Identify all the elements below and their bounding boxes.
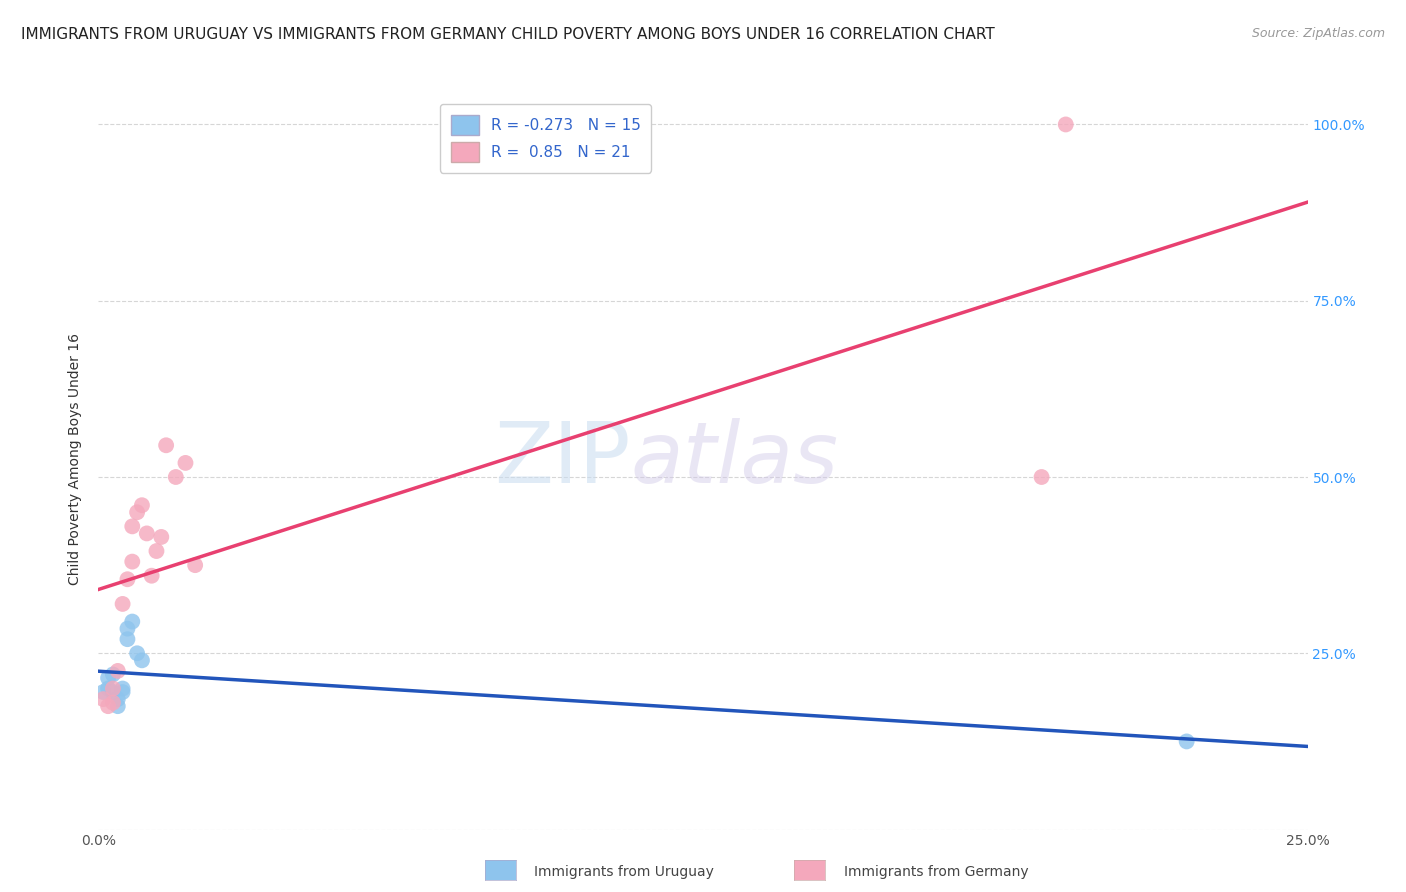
- Point: [97, 681, 120, 696]
- Point: [97, 671, 120, 685]
- Point: [135, 526, 157, 541]
- Point: [127, 505, 149, 519]
- Point: [121, 555, 143, 569]
- Point: [111, 597, 134, 611]
- Point: [121, 519, 143, 533]
- Point: [165, 470, 187, 484]
- Point: [101, 685, 124, 699]
- Point: [117, 622, 139, 636]
- Point: [117, 632, 139, 647]
- Point: [1031, 470, 1053, 484]
- Point: [131, 498, 153, 512]
- Point: [107, 699, 129, 714]
- Point: [184, 558, 207, 573]
- Text: Immigrants from Uruguay: Immigrants from Uruguay: [534, 865, 714, 880]
- Point: [131, 653, 153, 667]
- Point: [174, 456, 197, 470]
- Point: [117, 572, 139, 586]
- Point: [145, 544, 167, 558]
- Legend: R = -0.273   N = 15, R =  0.85   N = 21: R = -0.273 N = 15, R = 0.85 N = 21: [440, 104, 651, 172]
- Point: [91, 692, 114, 706]
- Point: [1175, 734, 1198, 748]
- Text: IMMIGRANTS FROM URUGUAY VS IMMIGRANTS FROM GERMANY CHILD POVERTY AMONG BOYS UNDE: IMMIGRANTS FROM URUGUAY VS IMMIGRANTS FR…: [21, 27, 995, 42]
- Point: [111, 681, 134, 696]
- Point: [107, 664, 129, 678]
- Text: ZIP: ZIP: [494, 417, 630, 501]
- Point: [107, 692, 129, 706]
- Point: [111, 685, 134, 699]
- Text: atlas: atlas: [630, 417, 838, 501]
- Point: [101, 681, 124, 696]
- Point: [155, 438, 177, 452]
- Point: [91, 685, 114, 699]
- Point: [101, 667, 124, 681]
- Point: [150, 530, 173, 544]
- Point: [141, 568, 163, 582]
- Point: [121, 615, 143, 629]
- Y-axis label: Child Poverty Among Boys Under 16: Child Poverty Among Boys Under 16: [69, 334, 83, 585]
- Point: [101, 696, 124, 710]
- Point: [127, 646, 149, 660]
- Point: [97, 699, 120, 714]
- Text: Source: ZipAtlas.com: Source: ZipAtlas.com: [1251, 27, 1385, 40]
- Text: Immigrants from Germany: Immigrants from Germany: [844, 865, 1028, 880]
- Point: [1054, 118, 1077, 132]
